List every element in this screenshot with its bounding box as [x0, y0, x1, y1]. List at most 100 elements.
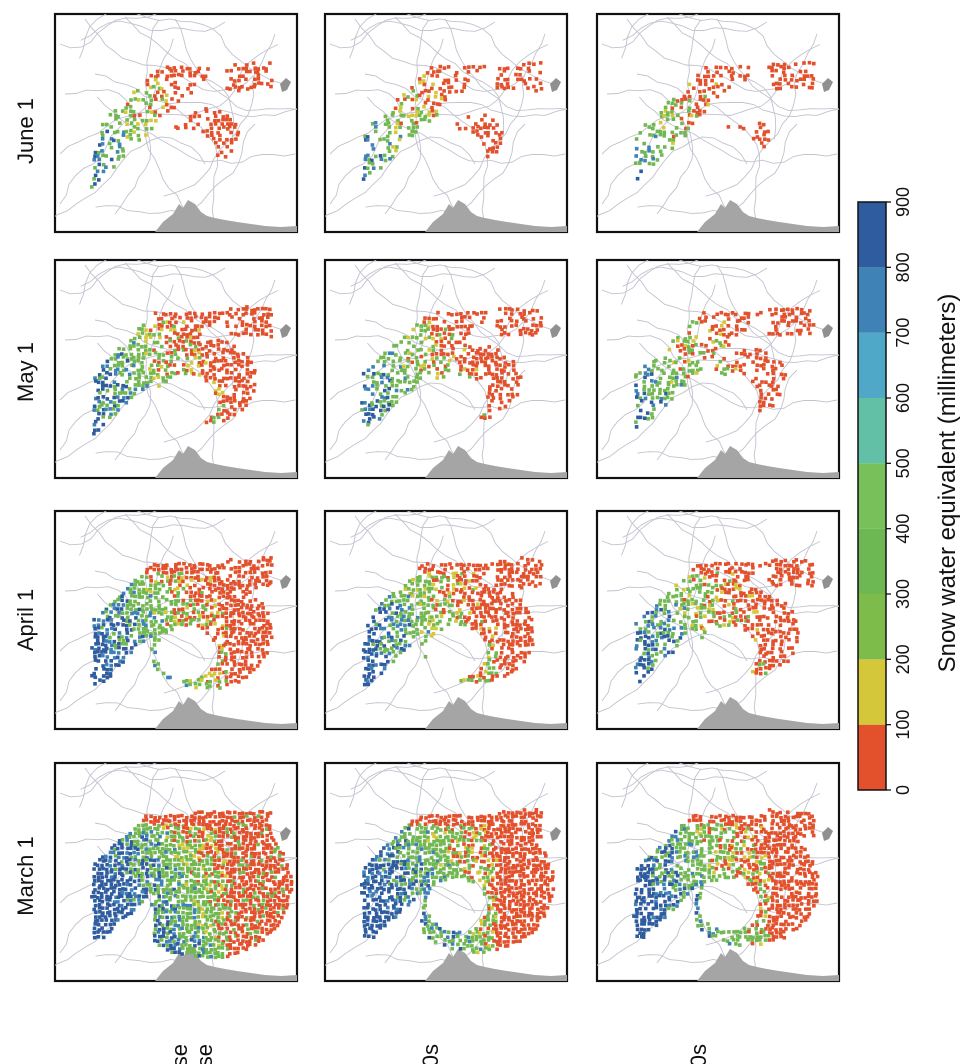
map-panel	[595, 509, 841, 731]
river-line	[394, 16, 505, 140]
river-line	[114, 265, 160, 461]
river-line	[626, 264, 796, 338]
colorbar-tick-label: 800	[893, 252, 913, 282]
river-line	[80, 517, 226, 538]
river-line	[354, 18, 524, 92]
river-line	[329, 511, 427, 546]
map-content	[55, 763, 297, 981]
river-line	[59, 14, 157, 49]
map-panel	[53, 258, 299, 480]
river-line	[636, 73, 763, 232]
river-line	[365, 369, 526, 460]
river-line	[601, 763, 699, 798]
river-line	[349, 763, 561, 834]
river-line	[637, 123, 798, 214]
river-line	[384, 265, 430, 461]
row-label-june: June 1	[13, 98, 38, 164]
river-line	[637, 620, 798, 711]
lake	[550, 78, 561, 92]
river-line	[354, 264, 524, 338]
river-line	[639, 96, 838, 164]
map-content	[55, 511, 297, 729]
lake	[280, 78, 291, 92]
panel-frame	[595, 761, 841, 983]
river-line	[329, 348, 567, 401]
river-line	[79, 14, 291, 85]
map-content	[325, 763, 567, 981]
river-line	[174, 767, 297, 861]
river-line	[716, 264, 839, 358]
river-line	[163, 33, 276, 197]
snow-cells	[92, 305, 274, 436]
lake	[550, 575, 561, 589]
colorbar-tick-label: 400	[893, 514, 913, 544]
map-panels	[53, 12, 841, 983]
river-line	[364, 319, 491, 478]
snow-cells	[361, 556, 544, 687]
colorbar-tick-label: 100	[893, 710, 913, 740]
river-line	[59, 763, 157, 798]
river-line	[656, 265, 702, 461]
ocean-area	[425, 200, 567, 232]
river-line	[350, 20, 496, 41]
snow-cells	[632, 808, 820, 947]
river-line	[424, 44, 549, 116]
ocean-area	[155, 446, 297, 478]
ocean-area	[697, 949, 839, 981]
river-line	[636, 319, 763, 478]
river-line	[350, 517, 496, 538]
river-line	[367, 96, 566, 164]
river-line	[59, 260, 157, 295]
colorbar-tick-label: 300	[893, 579, 913, 609]
river-line	[350, 266, 496, 287]
snow-cells	[634, 306, 816, 429]
snow-cells	[634, 558, 815, 684]
river-line	[622, 266, 768, 287]
river-line	[601, 284, 716, 451]
lake	[822, 575, 833, 589]
map-panel	[595, 258, 841, 480]
column-label-2040s: 2040s	[686, 1044, 711, 1064]
river-line	[329, 260, 427, 295]
colorbar-title: Snow water equivalent (millimeters)	[934, 294, 961, 673]
river-line	[666, 262, 777, 386]
snow-cells	[633, 60, 816, 181]
river-line	[444, 18, 567, 112]
map-panel	[323, 258, 569, 480]
ocean-area	[697, 200, 839, 232]
ocean-area	[155, 200, 297, 232]
panel-frame	[53, 258, 299, 480]
river-line	[154, 290, 279, 362]
lake	[822, 827, 833, 841]
colorbar-bin	[858, 594, 886, 660]
river-line	[621, 14, 833, 85]
river-line	[622, 517, 768, 538]
snow-cells	[360, 306, 544, 427]
map-content	[55, 260, 297, 478]
river-line	[80, 266, 226, 287]
panel-frame	[323, 12, 569, 234]
river-line	[59, 511, 157, 546]
snow-cells	[90, 61, 274, 189]
river-line	[97, 342, 296, 410]
river-line	[80, 769, 226, 790]
river-line	[666, 16, 777, 140]
lake	[822, 324, 833, 338]
lake	[280, 324, 291, 338]
colorbar-bin	[858, 202, 886, 268]
colorbar-bin	[858, 528, 886, 594]
river-line	[621, 763, 833, 834]
map-content	[597, 511, 839, 729]
ocean-area	[155, 949, 297, 981]
snow-cells	[361, 61, 544, 181]
row-label-april: April 1	[13, 589, 38, 651]
colorbar-tick-label: 500	[893, 448, 913, 478]
map-content	[325, 260, 567, 478]
river-line	[601, 511, 699, 546]
colorbar-bin	[858, 724, 886, 790]
river-line	[329, 14, 427, 49]
lake	[280, 575, 291, 589]
river-line	[95, 123, 256, 214]
river-line	[55, 885, 206, 966]
map-content	[597, 14, 839, 232]
